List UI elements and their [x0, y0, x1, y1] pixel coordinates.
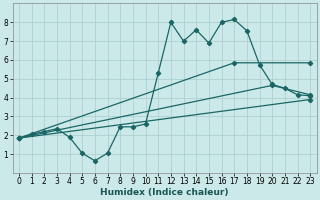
X-axis label: Humidex (Indice chaleur): Humidex (Indice chaleur): [100, 188, 229, 197]
